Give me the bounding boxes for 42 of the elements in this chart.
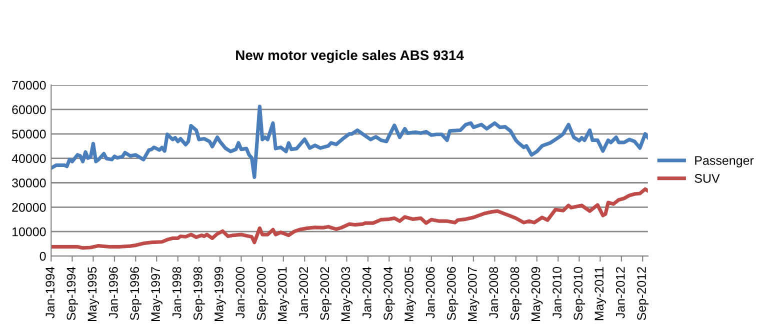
x-tick-label: Sep-2002 bbox=[320, 267, 332, 320]
x-tick-label: Jan-2006 bbox=[426, 267, 435, 318]
x-tick-label: May-1997 bbox=[151, 267, 162, 322]
x-tick-label: Jan-1994 bbox=[46, 266, 55, 318]
legend-label: SUV bbox=[694, 174, 720, 183]
x-tick-label: Sep-1996 bbox=[130, 267, 142, 320]
y-tick-label: 50000 bbox=[12, 130, 46, 139]
x-tick-label: Jan-2004 bbox=[362, 266, 372, 318]
chart-title: New motor vegicle sales ABS 9314 bbox=[236, 50, 464, 63]
x-tick-label: Sep-2000 bbox=[256, 266, 268, 320]
x-tick-label: Sep-1994 bbox=[66, 266, 78, 320]
x-tick-label: May-2009 bbox=[531, 267, 543, 322]
x-tick-label: May-1999 bbox=[214, 267, 226, 322]
legend-label: Passenger bbox=[695, 156, 754, 168]
x-tick-label: Sep-2010 bbox=[574, 266, 586, 320]
x-tick-label: Jan-2002 bbox=[299, 267, 308, 318]
x-tick-label: Sep-2004 bbox=[384, 266, 395, 320]
y-tick-label: 30000 bbox=[12, 178, 46, 188]
x-tick-label: Sep-2008 bbox=[510, 266, 522, 320]
x-tick-label: Sep-1998 bbox=[193, 266, 205, 320]
y-tick-label: 40000 bbox=[12, 154, 46, 163]
y-tick-label: 20000 bbox=[12, 202, 46, 212]
x-tick-label: Jan-2008 bbox=[489, 266, 498, 318]
x-tick-label: Jan-2000 bbox=[236, 266, 245, 318]
x-tick-label: May-2011 bbox=[594, 267, 606, 320]
x-tick-label: Sep-2012 bbox=[637, 267, 648, 320]
x-tick-label: May-2001 bbox=[278, 267, 290, 322]
x-tick-label: May-2003 bbox=[341, 267, 353, 322]
x-tick-label: May-1995 bbox=[88, 266, 100, 322]
x-tick-label: Sep-2006 bbox=[446, 267, 458, 320]
x-tick-label: Jan-1998 bbox=[172, 266, 182, 318]
y-tick-label: 0 bbox=[40, 252, 46, 261]
line-series bbox=[51, 104, 648, 179]
y-tick-label: 60000 bbox=[12, 105, 46, 114]
x-tick-label: May-2005 bbox=[404, 266, 416, 322]
x-tick-label: Jan-2012 bbox=[616, 267, 625, 318]
y-tick-label: 70000 bbox=[12, 80, 46, 90]
y-tick-label: 10000 bbox=[12, 227, 46, 236]
line-series bbox=[51, 187, 648, 250]
x-tick-label: Jan-2010 bbox=[552, 266, 562, 318]
x-tick-label: May-2007 bbox=[468, 267, 480, 322]
x-tick-label: Jan-1996 bbox=[108, 267, 118, 318]
